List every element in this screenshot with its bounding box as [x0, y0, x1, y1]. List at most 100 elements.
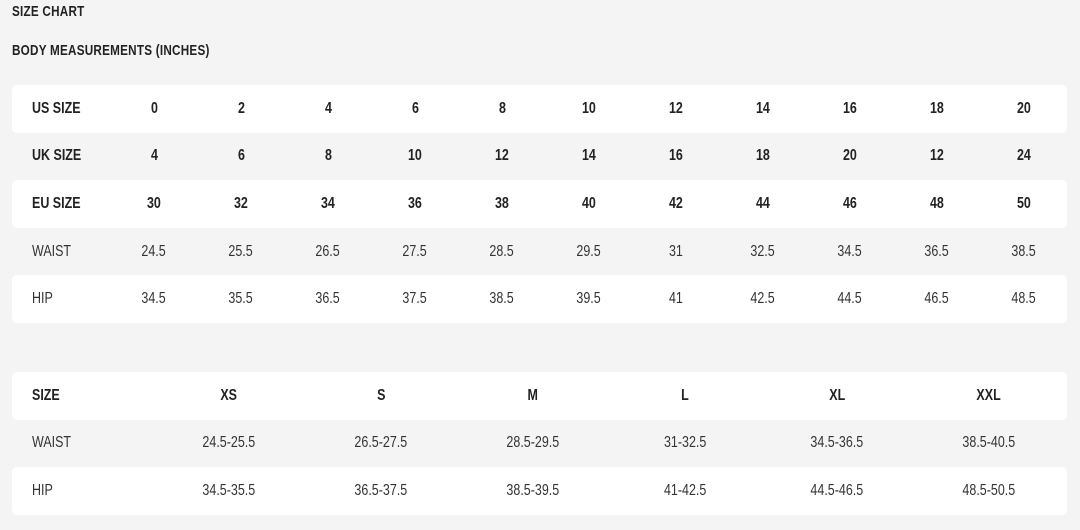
cell-value: 30 — [147, 194, 161, 212]
cell-value: 37.5 — [402, 290, 428, 308]
cell-value: 18 — [930, 99, 944, 117]
cell-value: 32.5 — [750, 242, 776, 260]
table-row: HIP 34.5 35.5 36.5 37.5 38.5 39.5 41 42.5 44.5 46.… — [12, 275, 1067, 323]
cell-value: XXL — [976, 386, 1002, 404]
cell-value: 46.5 — [924, 290, 950, 308]
cell-value: 40 — [582, 194, 596, 212]
table-cell: 44 — [720, 195, 807, 213]
row-label: HIP — [12, 290, 111, 308]
cell-value: 2 — [237, 99, 245, 117]
cell-value: 36.5-37.5 — [354, 481, 408, 499]
table-cell: 34.5 — [111, 290, 198, 308]
cell-value: 44 — [756, 194, 770, 212]
cell-value: 34.5 — [837, 242, 863, 260]
row-label: US SIZE — [12, 100, 111, 118]
cell-value: 26.5-27.5 — [354, 434, 408, 452]
cell-value: 36.5 — [924, 242, 950, 260]
table-cell: 4 — [285, 100, 372, 118]
table-cell: 41 — [633, 290, 720, 308]
cell-value: 48.5 — [1011, 290, 1037, 308]
cell-value: 41-42.5 — [663, 481, 707, 499]
page-title-text: SIZE CHART — [12, 3, 85, 20]
table-cell: 37.5 — [372, 290, 459, 308]
row-label-text: EU SIZE — [32, 194, 81, 212]
cell-value: 12 — [669, 99, 683, 117]
cell-value: 28.5 — [489, 242, 515, 260]
cell-value: 14 — [756, 99, 770, 117]
cell-value: 46 — [843, 194, 857, 212]
row-label: UK SIZE — [12, 147, 111, 165]
table-cell: 35.5 — [198, 290, 285, 308]
table-cell: 29.5 — [546, 243, 633, 261]
cell-value: 10 — [582, 99, 596, 117]
cell-value: 16 — [843, 99, 857, 117]
table-cell: XS — [153, 387, 305, 405]
row-label-text: WAIST — [32, 242, 72, 260]
cell-value: 38.5-39.5 — [506, 481, 560, 499]
row-label-text: HIP — [32, 481, 53, 499]
table-cell: 14 — [720, 100, 807, 118]
table-cell: 30 — [111, 195, 198, 213]
cell-value: 14 — [582, 147, 596, 165]
cell-value: 34.5-35.5 — [202, 481, 256, 499]
cell-value: 29.5 — [576, 242, 602, 260]
cell-value: 38.5-40.5 — [962, 434, 1016, 452]
table-cell: 20 — [807, 147, 894, 165]
table-cell: 44.5-46.5 — [761, 482, 913, 500]
cell-value: 31-32.5 — [663, 434, 707, 452]
table-cell: 46 — [807, 195, 894, 213]
table-cell: L — [609, 387, 761, 405]
cell-value: 20 — [1017, 99, 1031, 117]
cell-value: 44.5-46.5 — [810, 481, 864, 499]
row-label: WAIST — [12, 243, 111, 261]
table-cell: 27.5 — [372, 243, 459, 261]
table-cell: 48 — [894, 195, 981, 213]
table-cell: M — [457, 387, 609, 405]
table-cell: S — [305, 387, 457, 405]
cell-value: 26.5 — [315, 242, 341, 260]
section-title-text: BODY MEASUREMENTS (INCHES) — [12, 42, 210, 59]
cell-value: 32 — [234, 194, 248, 212]
cell-value: 4 — [324, 99, 332, 117]
cell-value: 4 — [150, 147, 158, 165]
table-cell: 8 — [459, 100, 546, 118]
cell-value: XL — [829, 386, 845, 404]
table-cell: 46.5 — [894, 290, 981, 308]
table-cell: 38.5-39.5 — [457, 482, 609, 500]
row-label-text: SIZE — [32, 386, 60, 404]
page-title: SIZE CHART — [12, 3, 105, 20]
cell-value: 36 — [408, 194, 422, 212]
cell-value: 38.5 — [489, 290, 515, 308]
table-cell: 42 — [633, 195, 720, 213]
table-cell: 18 — [720, 147, 807, 165]
cell-value: 48 — [930, 194, 944, 212]
table-cell: 34 — [285, 195, 372, 213]
cell-value: 35.5 — [228, 290, 254, 308]
table-row: UK SIZE 4 6 8 10 12 14 16 18 20 12 24 — [12, 133, 1067, 181]
table-cell: 34.5-35.5 — [153, 482, 305, 500]
cell-value: 6 — [237, 147, 245, 165]
cell-value: 20 — [843, 147, 857, 165]
table-cell: XXL — [913, 387, 1065, 405]
table-cell: 31-32.5 — [609, 434, 761, 452]
table-cell: 50 — [981, 195, 1068, 213]
table-cell: 38 — [459, 195, 546, 213]
table-cell: 8 — [285, 147, 372, 165]
table-cell: 24.5-25.5 — [153, 434, 305, 452]
cell-value: L — [681, 386, 689, 404]
row-label: WAIST — [12, 434, 153, 452]
table-cell: 32 — [198, 195, 285, 213]
table-row: US SIZE 0 2 4 6 8 10 12 14 16 18 20 — [12, 85, 1067, 133]
table-cell: 38.5 — [459, 290, 546, 308]
cell-value: 24 — [1017, 147, 1031, 165]
table-cell: 12 — [633, 100, 720, 118]
cell-value: XS — [220, 386, 238, 404]
table-cell: 36.5 — [894, 243, 981, 261]
table-cell: 39.5 — [546, 290, 633, 308]
table-cell: 34.5 — [807, 243, 894, 261]
table-row: HIP 34.5-35.5 36.5-37.5 38.5-39.5 41-42.5 44.… — [12, 467, 1067, 515]
row-label-text: US SIZE — [32, 99, 81, 117]
table-row: WAIST 24.5 25.5 26.5 27.5 28.5 29.5 31 32.5 34.5 3… — [12, 228, 1067, 276]
cell-value: 34.5 — [141, 290, 167, 308]
table-cell: 42.5 — [720, 290, 807, 308]
